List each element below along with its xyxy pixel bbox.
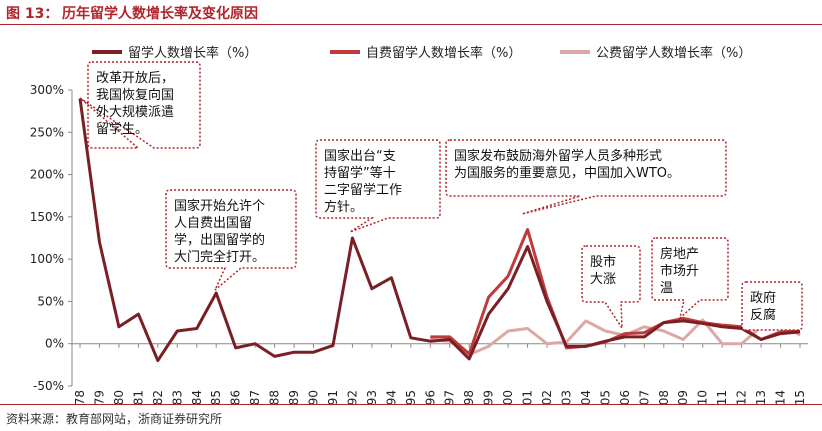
x-tick-label: 1999 — [482, 390, 496, 404]
figure-label: 图 13： — [6, 6, 59, 22]
y-tick-label: 200% — [30, 168, 64, 182]
y-tick-label: 50% — [37, 294, 64, 308]
x-tick-label: 2011 — [715, 390, 729, 404]
series-line-public — [430, 318, 801, 357]
x-tick-label: 2003 — [559, 390, 573, 404]
x-tick-label: 1994 — [384, 390, 398, 404]
x-tick-label: 1985 — [209, 390, 223, 404]
figure-title-bar: 图 13： 历年留学人数增长率及变化原因 — [0, 0, 822, 25]
source-text: 资料来源：教育部网站，浙商证券研究所 — [6, 412, 223, 426]
x-tick-label: 2004 — [579, 390, 593, 404]
y-tick-label: 300% — [30, 83, 64, 97]
x-tick-label: 1991 — [326, 390, 340, 404]
x-tick-label: 1998 — [462, 390, 476, 404]
x-tick-label: 2001 — [521, 390, 535, 404]
legend-label-self: 自费留学人数增长率（%） — [366, 45, 521, 61]
x-tick-label: 2010 — [696, 390, 710, 404]
x-tick-label: 1982 — [151, 390, 165, 404]
x-tick-label: 1986 — [229, 390, 243, 404]
y-tick-label: -50% — [33, 379, 64, 393]
callout-text-a2014: 政府反腐 — [750, 291, 776, 323]
x-tick-label: 1990 — [307, 390, 321, 404]
x-tick-label: 1993 — [365, 390, 379, 404]
y-tick-label: 250% — [30, 125, 64, 139]
callout-box-a2009 — [651, 237, 729, 321]
x-tick-label: 1988 — [268, 390, 282, 404]
callout-box-a2001 — [445, 139, 727, 215]
callout-text-a1985: 国家开始允许个人自费出国留学，出国留学的大门完全打开。 — [174, 198, 265, 265]
x-tick-label: 1980 — [112, 390, 126, 404]
x-tick-label: 2005 — [598, 390, 612, 404]
x-tick-label: 1996 — [423, 390, 437, 404]
legend-label-public: 公费留学人数增长率（%） — [596, 45, 751, 61]
x-tick-label: 1983 — [170, 390, 184, 404]
callout-text-a1992: 国家出台“支持留学”等十二字留学工作方针。 — [324, 148, 402, 215]
x-tick-label: 2000 — [501, 390, 515, 404]
callout-text-a2009: 房地产市场升温 — [660, 246, 699, 296]
x-tick-label: 1995 — [404, 390, 418, 404]
y-tick-label: 0% — [45, 337, 64, 351]
callout-text-a2001: 国家发布鼓励海外留学人员多种形式为国服务的重要意见，中国加入WTO。 — [454, 148, 680, 181]
x-tick-label: 1987 — [248, 390, 262, 404]
line-chart: 300% 250% 200% 150% 100% 50% 0% -50% 1978 1979 198… — [30, 45, 808, 404]
x-tick-label: 2007 — [637, 390, 651, 404]
x-tick-label: 1978 — [73, 390, 87, 404]
x-tick-label: 2009 — [676, 390, 690, 404]
series-line-total — [78, 98, 801, 363]
x-tick-label: 2013 — [754, 390, 768, 404]
x-tick-label: 1997 — [443, 390, 457, 404]
callout-box-a2014 — [741, 281, 803, 331]
x-tick-label: 1979 — [92, 390, 106, 404]
x-tick-label: 2002 — [540, 390, 554, 404]
x-tick-label: 2015 — [793, 390, 807, 404]
source-footer: 资料来源：教育部网站，浙商证券研究所 — [0, 404, 822, 431]
legend-label-total: 留学人数增长率（%） — [128, 45, 257, 61]
callout-text-a1978: 改革开放后，我国恢复向国外大规模派遣留学生。 — [96, 71, 174, 137]
y-tick-label: 150% — [30, 210, 64, 224]
x-tick-label: 2008 — [657, 390, 671, 404]
x-tick-label: 2006 — [618, 390, 632, 404]
x-tick-label: 2014 — [774, 390, 788, 404]
x-tick-label: 2012 — [735, 390, 749, 404]
x-tick-label: 1992 — [345, 390, 359, 404]
figure-title: 历年留学人数增长率及变化原因 — [62, 6, 258, 22]
callout-box-a1985 — [165, 189, 297, 291]
x-tick-label: 1984 — [190, 390, 204, 404]
y-tick-label: 100% — [30, 252, 64, 266]
callout-box-a1992 — [315, 139, 441, 233]
callout-box-a1978 — [79, 61, 201, 149]
callout-box-a2006 — [581, 245, 641, 331]
x-tick-label: 1981 — [131, 390, 145, 404]
x-tick-label: 1989 — [287, 390, 301, 404]
callout-text-a2006: 股市大涨 — [590, 254, 616, 287]
